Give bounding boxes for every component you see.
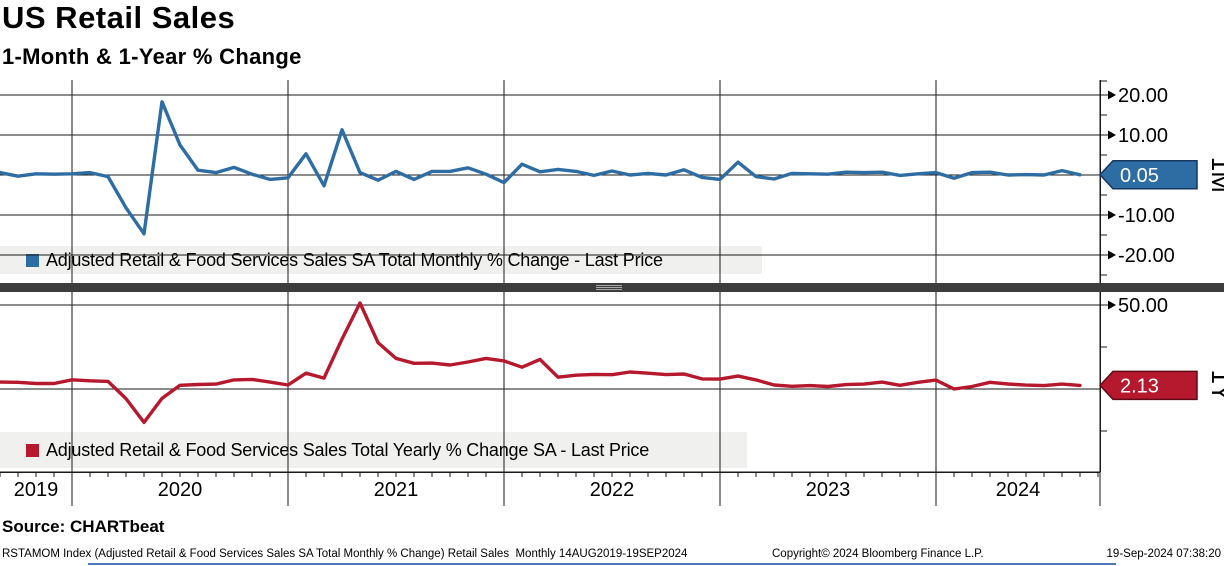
last-price-value: 2.13 [1120, 375, 1159, 397]
tick-arrow-icon [1108, 250, 1116, 260]
line-1m [0, 100, 1082, 236]
line-1y [0, 301, 1082, 425]
x-year-label: 2019 [14, 479, 59, 501]
source-line: Source: CHARTbeat [2, 517, 165, 536]
x-year-label: 2022 [590, 479, 635, 501]
legend-1y: Adjusted Retail & Food Services Sales To… [0, 432, 747, 468]
footer-copyright: Copyright© 2024 Bloomberg Finance L.P. [772, 548, 984, 560]
panel-axis-tag: 1M [1206, 157, 1224, 193]
axes [0, 80, 1101, 473]
legend-1y-label: Adjusted Retail & Food Services Sales To… [46, 439, 650, 460]
legend-swatch-red-icon [26, 443, 39, 457]
x-year-label: 2023 [806, 479, 851, 501]
year-gridlines [71, 80, 937, 472]
x-year-label: 2021 [374, 479, 419, 501]
y-tick-label: 50.00 [1118, 295, 1168, 317]
legend-1m: Adjusted Retail & Food Services Sales SA… [0, 246, 762, 274]
page-title: US Retail Sales [2, 0, 236, 35]
y-tick-label: 10.00 [1118, 125, 1168, 147]
price-flag-shape [1098, 370, 1198, 401]
footer-timestamp: 19-Sep-2024 07:38:20 [1106, 548, 1221, 560]
tick-arrow-icon [1108, 210, 1116, 220]
status-bar: RSTAMOM Index (Adjusted Retail & Food Se… [0, 548, 1224, 564]
y-tick-label: -10.00 [1118, 205, 1175, 227]
page-subtitle: 1-Month & 1-Year % Change [2, 44, 302, 69]
y-tick-label: 20.00 [1118, 85, 1168, 107]
last-price-flag-1m: 0.05 1M [1098, 157, 1224, 193]
y-axis-1m: 20.00 10.00 -10.00 -20.00 [1100, 80, 1175, 276]
price-flag-shape [1098, 160, 1198, 190]
x-year-label: 2020 [158, 479, 203, 501]
panel-divider [0, 283, 1224, 292]
tick-arrow-icon [1108, 300, 1116, 310]
y-tick-label: -20.00 [1118, 245, 1175, 267]
last-price-flag-1y: 2.13 1Y [1098, 370, 1224, 402]
legend-swatch-blue-icon [26, 253, 39, 267]
last-price-value: 0.05 [1120, 165, 1159, 187]
panel-axis-tag: 1Y [1206, 370, 1224, 402]
footer-security-info: RSTAMOM Index (Adjusted Retail & Food Se… [2, 548, 688, 560]
tick-arrow-icon [1108, 90, 1116, 100]
tick-arrow-icon [1108, 130, 1116, 140]
y-axis-1y: 50.00 [1100, 295, 1168, 432]
panel-resize-handle-icon[interactable] [596, 284, 622, 291]
value-gridlines [0, 94, 1100, 390]
legend-1m-label: Adjusted Retail & Food Services Sales SA… [46, 249, 663, 270]
x-axis: 2019 2020 2021 2022 2023 2024 [0, 472, 1101, 506]
bottom-accent-line [88, 563, 1116, 565]
x-year-label: 2024 [996, 479, 1041, 501]
